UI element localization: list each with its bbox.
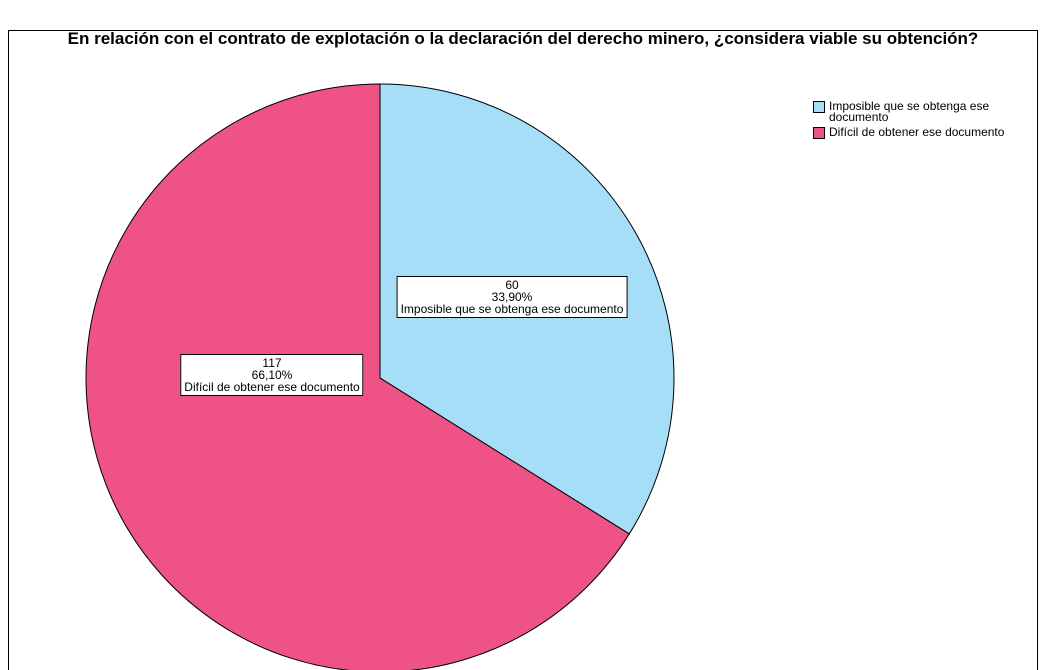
data-label-category: Imposible que se obtenga ese documento (400, 302, 624, 316)
chart-frame (8, 30, 1038, 670)
data-label-percent: 66,10% (251, 368, 293, 382)
legend-item: Difícil de obtener ese documento (813, 125, 1041, 139)
data-label-percent: 33,90% (491, 290, 533, 304)
legend-item: Imposible que se obtenga ese documento (813, 99, 1041, 124)
data-label-value: 117 (262, 356, 282, 370)
legend: Imposible que se obtenga ese documento Di… (813, 99, 1041, 142)
legend-swatch (813, 127, 825, 139)
data-label-category: Difícil de obtener ese documento (184, 380, 360, 394)
legend-swatch (813, 101, 825, 113)
data-label: 60 33,90% Imposible que se obtenga ese doc… (396, 276, 628, 318)
data-label-value: 60 (505, 278, 519, 292)
legend-label: Imposible que se obtenga ese documento (829, 99, 990, 124)
chart-title: En relación con el contrato de explotaci… (67, 29, 979, 48)
data-label: 117 66,10% Difícil de obtener ese document… (180, 354, 364, 396)
legend-label: Difícil de obtener ese documento (829, 125, 1005, 139)
